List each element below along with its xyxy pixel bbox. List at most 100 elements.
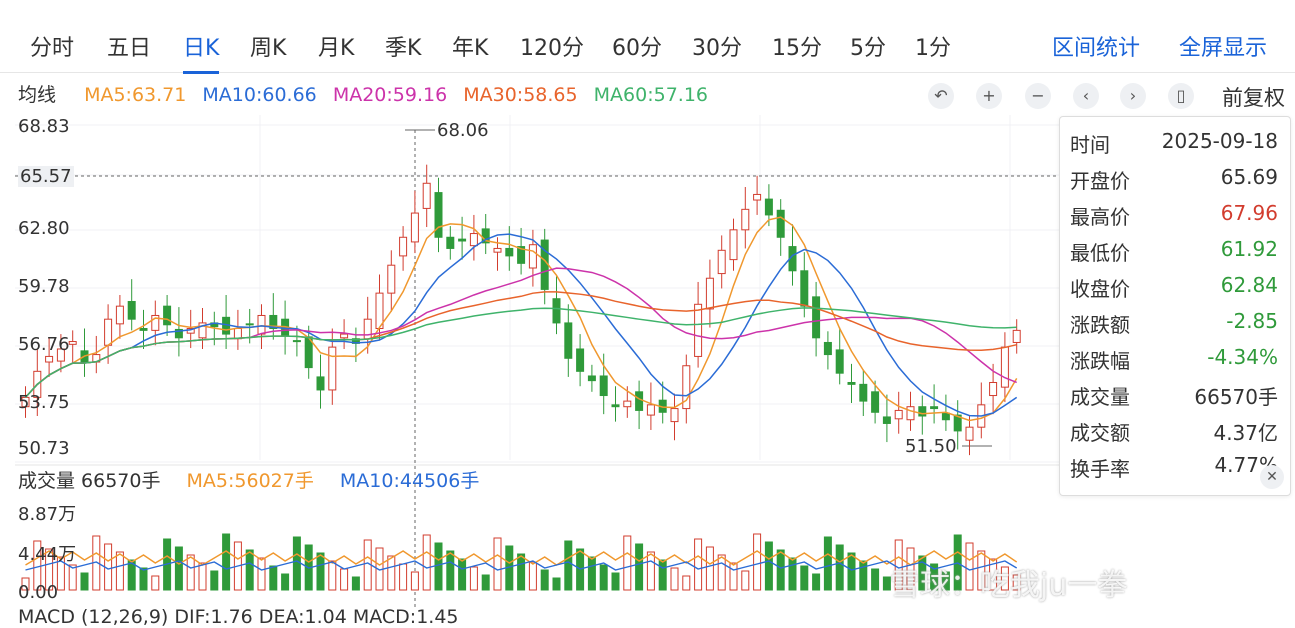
info-row-high: 最高价 67.96: [1070, 201, 1282, 231]
candle-body: [552, 298, 561, 324]
candle-body: [434, 192, 443, 238]
volume-bar: [222, 533, 231, 591]
close-icon[interactable]: ✕: [1260, 465, 1284, 489]
ma60-line: [24, 307, 1017, 398]
volume-bar: [458, 558, 467, 591]
price-tick-5: 56.76: [18, 334, 70, 355]
candle-body: [894, 409, 903, 420]
candle-body: [328, 346, 337, 391]
info-key: 涨跌额: [1070, 313, 1130, 337]
volume-bar: [139, 567, 148, 591]
candle-body: [245, 323, 254, 326]
volume-bar: [835, 544, 844, 591]
volume-bar: [1012, 574, 1021, 591]
ma10-label: MA10:60.66: [202, 84, 317, 106]
vol-ma5-line: [25, 550, 1018, 566]
ma30-label: MA30:58.65: [463, 84, 578, 106]
candle-body: [387, 264, 396, 294]
tab-intraday[interactable]: 分时: [30, 36, 75, 61]
tab-60min[interactable]: 60分: [612, 36, 662, 61]
tab-1min[interactable]: 1分: [915, 36, 951, 61]
plus-icon[interactable]: +: [976, 83, 1002, 109]
info-key: 开盘价: [1070, 169, 1130, 193]
candle-body: [198, 322, 207, 339]
volume-bar: [941, 571, 950, 591]
volume-bar: [646, 551, 655, 591]
vol-ma10-line: [25, 560, 1018, 571]
ma5-label: MA5:63.71: [84, 84, 187, 106]
fullscreen-button[interactable]: 全屏显示: [1179, 36, 1268, 61]
candle-body: [458, 238, 467, 242]
volume-bar: [764, 541, 773, 591]
tab-five-day[interactable]: 五日: [107, 36, 152, 61]
chevron-right-icon[interactable]: ›: [1120, 83, 1146, 109]
low-annotation: 51.50: [905, 436, 957, 457]
candle-body: [127, 301, 136, 320]
volume-bar: [292, 536, 301, 591]
adjust-mode-label[interactable]: 前复权: [1222, 86, 1285, 110]
candle-body: [564, 322, 573, 359]
ohlc-info-panel: 时间 2025-09-18 开盘价 65.69 最高价 67.96 最低价 61.92 …: [1059, 116, 1291, 496]
undo-icon[interactable]: ↶: [928, 83, 954, 109]
range-stats-button[interactable]: 区间统计: [1052, 36, 1141, 61]
ma-title: 均线: [18, 84, 57, 106]
candle-body: [56, 348, 65, 362]
candle-body: [965, 426, 974, 441]
tab-120min[interactable]: 120分: [520, 36, 584, 61]
volume-tick-3: 0.00: [18, 582, 59, 603]
tab-monthly-k[interactable]: 月K: [318, 36, 355, 61]
info-key: 涨跌幅: [1070, 349, 1130, 373]
macd-legend: MACD (12,26,9) DIF:1.76 DEA:1.04 MACD:1.…: [18, 606, 459, 628]
kline-chart[interactable]: [0, 110, 1295, 620]
candle-body: [163, 305, 172, 326]
tab-quarterly-k[interactable]: 季K: [385, 36, 422, 61]
candle-body: [835, 349, 844, 374]
candle-body: [941, 412, 950, 421]
candle-body: [1000, 346, 1009, 388]
chevron-left-icon[interactable]: ‹: [1073, 83, 1099, 109]
candle-body: [646, 404, 655, 416]
info-value: 62.84: [1220, 273, 1278, 297]
ma10-line: [24, 233, 1018, 417]
tab-weekly-k[interactable]: 周K: [250, 36, 287, 61]
candle-body: [151, 314, 160, 331]
tab-30min[interactable]: 30分: [692, 36, 742, 61]
tab-15min[interactable]: 15分: [772, 36, 822, 61]
candle-body: [505, 247, 514, 257]
volume-bar: [115, 551, 124, 591]
volume-bar: [21, 577, 30, 591]
info-row-turnover-rate: 换手率 4.77%: [1070, 453, 1282, 483]
info-row-change-pct: 涨跌幅 -4.34%: [1070, 345, 1282, 375]
volume-bar: [611, 572, 620, 591]
xueqiu-watermark: 雪球：吃我ju一拳: [890, 568, 1128, 603]
candle-body: [363, 318, 372, 340]
candle-body: [446, 236, 455, 249]
volume-bar: [694, 538, 703, 591]
volume-bar: [174, 546, 183, 591]
volume-bar: [906, 547, 915, 591]
candle-body: [1012, 329, 1021, 343]
volume-bar: [387, 555, 396, 591]
volume-bar: [977, 550, 986, 591]
candle-body: [623, 400, 632, 408]
tab-daily-k[interactable]: 日K: [183, 30, 220, 74]
tab-yearly-k[interactable]: 年K: [452, 36, 489, 61]
period-tabs: 分时 五日 日K 周K 月K 季K 年K 120分 60分 30分 15分 5分…: [0, 14, 1295, 74]
candle-body: [776, 209, 785, 238]
info-key: 成交量: [1070, 385, 1130, 409]
volume-bar: [399, 563, 408, 591]
candle-body: [422, 182, 431, 209]
candle-body: [682, 365, 691, 410]
info-row-open: 开盘价 65.69: [1070, 165, 1282, 195]
minus-icon[interactable]: −: [1025, 83, 1051, 109]
volume-bar: [623, 535, 632, 591]
volume-bar: [328, 560, 337, 591]
price-tick-6: 53.75: [18, 392, 70, 413]
info-value: 67.96: [1220, 201, 1278, 225]
volume-bar: [847, 552, 856, 591]
candle-icon[interactable]: ▯: [1168, 83, 1194, 109]
volume-bar: [45, 548, 54, 591]
ma-legend: 均线 MA5:63.71 MA10:60.66 MA20:59.16 MA30:…: [18, 80, 718, 107]
volume-bar: [186, 554, 195, 591]
tab-5min[interactable]: 5分: [850, 36, 886, 61]
